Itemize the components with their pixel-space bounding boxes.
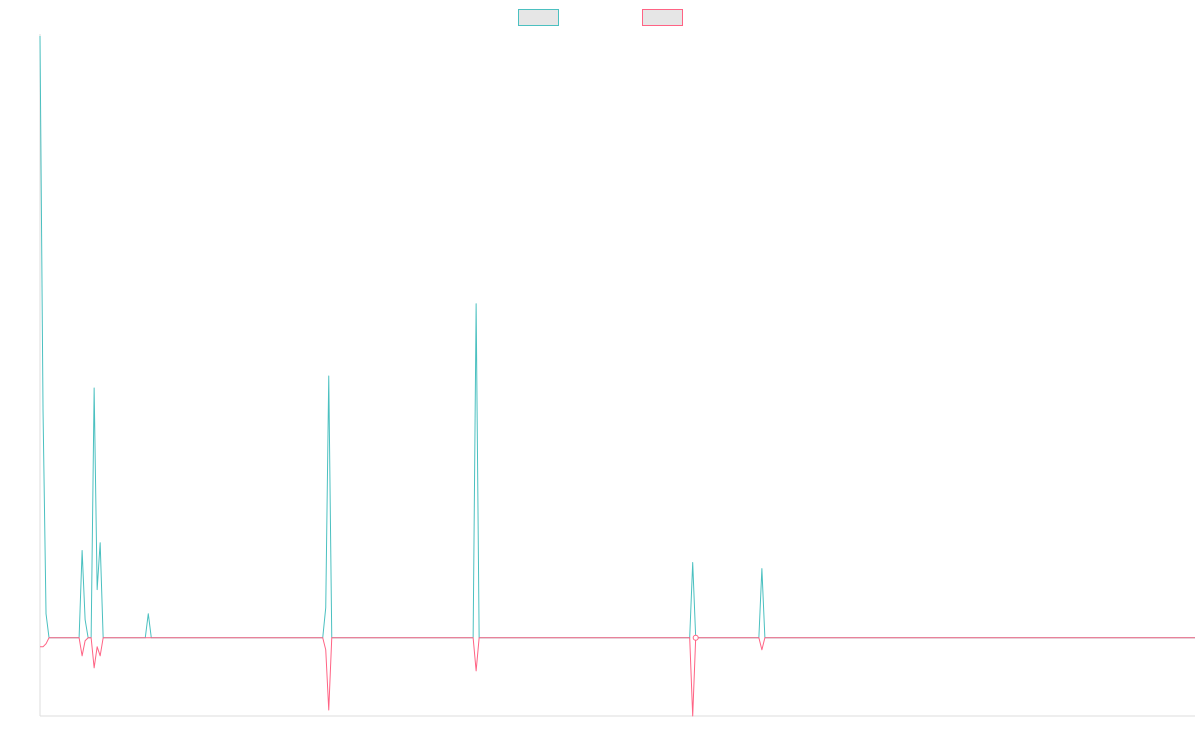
axes — [39, 34, 1195, 717]
series-2-point-1 — [692, 634, 699, 641]
series-2-line — [40, 637, 1195, 717]
legend-swatch-1 — [518, 9, 559, 26]
legend — [518, 9, 683, 26]
series-layer — [39, 35, 1195, 717]
legend-swatch-2 — [642, 9, 683, 26]
series-1-line — [39, 35, 1195, 639]
